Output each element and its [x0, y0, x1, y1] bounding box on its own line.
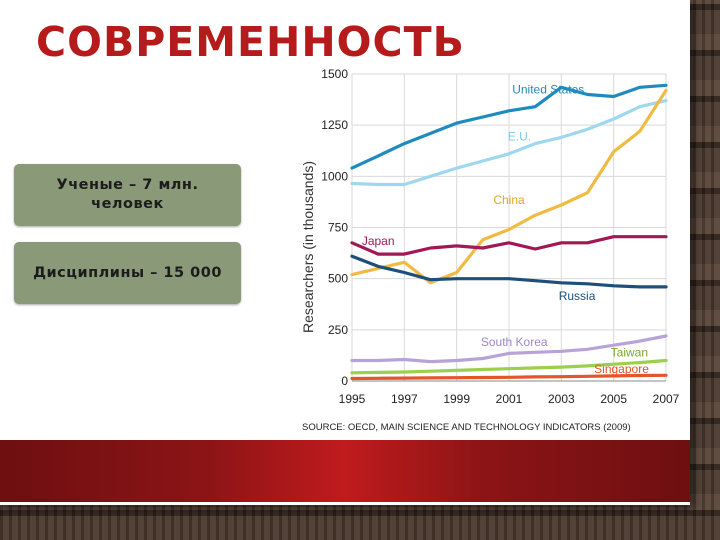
slide-title: СОВРЕМЕННОСТЬ — [36, 18, 465, 66]
series-line-south-korea — [350, 334, 668, 364]
y-tick-label: 500 — [328, 272, 348, 286]
axis-ticks: 0 250 500 750 1000 1250 1500 1995 1997 1999 2001 20… — [321, 67, 679, 406]
researchers-chart: United States E.U. China Japan Russia South K… — [298, 62, 681, 436]
y-axis-label: Researchers (in thousands) — [300, 161, 316, 333]
series-label: Russia — [559, 289, 596, 303]
x-tick-label: 1997 — [391, 392, 418, 406]
x-tick-label: 2005 — [600, 392, 627, 406]
series-lines — [350, 83, 668, 381]
series-label: Singapore — [594, 362, 649, 376]
x-tick-label: 1995 — [339, 392, 366, 406]
series-line-russia — [350, 254, 668, 289]
scientists-card-text: Ученые – 7 млн. человек — [56, 177, 199, 212]
y-tick-label: 750 — [328, 221, 348, 235]
x-tick-label: 2001 — [496, 392, 523, 406]
grid — [351, 73, 667, 382]
y-tick-label: 1500 — [321, 67, 348, 81]
y-tick-label: 1000 — [321, 169, 348, 183]
series-line-china — [350, 88, 668, 285]
series-line-japan — [350, 235, 668, 256]
series-label: China — [493, 193, 525, 207]
series-label: E.U. — [508, 130, 531, 144]
chart-source: SOURCE: OECD, MAIN SCIENCE AND TECHNOLOG… — [302, 422, 631, 433]
bottom-banner — [0, 440, 690, 502]
disciplines-card-text: Дисциплины – 15 000 — [33, 264, 222, 281]
series-line-taiwan — [350, 358, 668, 375]
series-label: South Korea — [481, 335, 548, 349]
researchers-chart-svg: United States E.U. China Japan Russia South K… — [300, 67, 680, 433]
series-line-e-u- — [350, 98, 668, 187]
scientists-card: Ученые – 7 млн. человек — [14, 164, 241, 226]
series-line-singapore — [350, 373, 668, 381]
y-tick-label: 250 — [328, 323, 348, 337]
series-labels: United States E.U. China Japan Russia South K… — [362, 82, 649, 375]
disciplines-card: Дисциплины – 15 000 — [14, 242, 241, 304]
x-tick-label: 2007 — [653, 392, 680, 406]
slide: СОВРЕМЕННОСТЬ Ученые – 7 млн. человек Ди… — [0, 0, 690, 505]
series-label: United States — [512, 82, 584, 96]
series-line-united-states — [350, 83, 668, 170]
x-tick-label: 2003 — [548, 392, 575, 406]
series-label: Japan — [362, 234, 395, 248]
series-label: Taiwan — [611, 345, 648, 359]
y-tick-label: 0 — [341, 374, 348, 388]
x-tick-label: 1999 — [443, 392, 470, 406]
y-tick-label: 1250 — [321, 118, 348, 132]
